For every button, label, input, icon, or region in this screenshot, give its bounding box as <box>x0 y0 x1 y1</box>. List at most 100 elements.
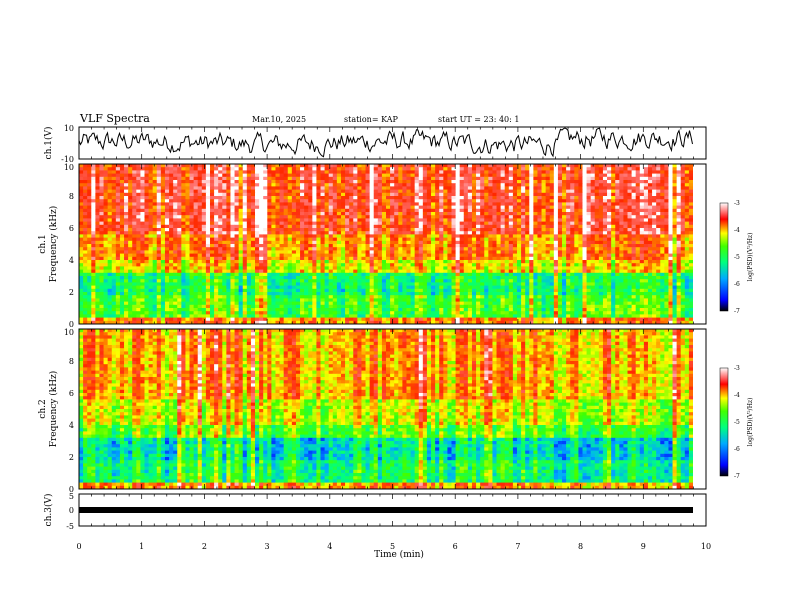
spectrogram-cell <box>111 212 117 216</box>
spectrogram-cell <box>205 231 211 235</box>
spectrogram-cell <box>582 208 587 213</box>
spectrogram-cell <box>541 183 547 187</box>
spectrogram-cell <box>345 186 350 190</box>
spectrogram-cell <box>557 173 563 178</box>
spectrogram-cell <box>349 253 354 258</box>
spectrogram-cell <box>598 173 604 178</box>
spectrogram-cell <box>312 221 317 226</box>
spectrogram-cell <box>615 244 620 248</box>
spectrogram-cell <box>181 231 186 235</box>
spectrogram-cell <box>590 196 596 200</box>
spectrogram-cell <box>349 263 354 267</box>
spectrogram-cell <box>533 164 538 168</box>
spectrogram-cell <box>529 192 534 197</box>
spectrogram-cell <box>250 231 256 235</box>
spectrogram-cell <box>455 173 461 178</box>
spectrogram-cell <box>516 183 522 187</box>
spectrogram-cell <box>369 189 375 194</box>
spectrogram-cell <box>500 234 506 238</box>
spectrogram-cell <box>87 218 92 222</box>
spectrogram-cell <box>205 218 211 222</box>
spectrogram-cell <box>541 164 547 168</box>
spectrogram-cell <box>340 256 346 261</box>
spectrogram-cell <box>615 167 620 171</box>
spectrogram-cell <box>103 208 109 213</box>
spectrogram-cell <box>373 183 379 187</box>
spectrogram-cell <box>365 256 371 261</box>
spectrogram-cell <box>627 231 632 235</box>
spectrogram-cell <box>594 256 600 261</box>
spectrogram-cell <box>181 202 186 206</box>
spectrogram-cell <box>369 250 375 254</box>
spectrogram-cell <box>529 224 534 229</box>
spectrogram-cell <box>140 164 145 168</box>
spectrogram-cell <box>410 170 416 174</box>
spectrogram-cell <box>295 253 301 258</box>
spectrogram-cell <box>218 237 223 242</box>
spectrogram-cell <box>521 231 526 235</box>
spectrogram-cell <box>287 176 293 181</box>
spectrogram-cell <box>230 231 235 235</box>
spectrogram-cell <box>345 180 350 184</box>
spectrogram-cell <box>83 173 88 178</box>
spectrogram-cell <box>688 237 694 242</box>
spectrogram-cell <box>99 180 104 184</box>
spectrogram-cell <box>255 234 260 238</box>
spectrogram-cell <box>111 164 117 168</box>
spectrogram-cell <box>562 199 567 203</box>
spectrogram-cell <box>300 189 305 194</box>
spectrogram-cell <box>602 170 608 174</box>
spectrogram-cell <box>205 199 211 203</box>
spectrogram-cell <box>361 176 366 181</box>
spectrogram-cell <box>680 189 686 194</box>
spectrogram-cell <box>488 221 493 226</box>
spectrogram-cell <box>197 164 203 168</box>
spectrogram-cell <box>308 173 313 178</box>
spectrogram-cell <box>222 266 227 270</box>
spectrogram-cell <box>349 224 354 229</box>
spectrogram-cell <box>496 224 502 229</box>
spectrogram-cell <box>586 208 592 213</box>
spectrogram-cell <box>529 231 534 235</box>
spectrogram-cell <box>406 263 411 267</box>
spectrogram-cell <box>586 173 592 178</box>
spectrogram-cell <box>148 269 154 274</box>
spectrogram-cell <box>218 170 223 174</box>
spectrogram-cell <box>451 263 456 267</box>
spectrogram-cell <box>615 256 620 261</box>
spectrogram-cell <box>476 202 481 206</box>
spectrogram-cell <box>529 266 534 270</box>
spectrogram-cell <box>557 231 563 235</box>
spectrogram-cell <box>656 199 661 203</box>
spectrogram-cell <box>447 180 452 184</box>
spectrogram-cell <box>119 173 125 178</box>
spectrogram-cell <box>484 234 489 238</box>
spectrogram-cell <box>287 215 293 219</box>
spectrogram-cell <box>201 170 207 174</box>
spectrogram-cell <box>660 215 665 219</box>
spectrogram-cell <box>250 170 256 174</box>
spectrogram-cell <box>381 218 387 222</box>
spectrogram-cell <box>275 212 280 216</box>
spectrogram-cell <box>226 218 231 222</box>
spectrogram-cell <box>451 196 456 200</box>
spectrogram-cell <box>463 218 469 222</box>
spectrogram-cell <box>431 183 436 187</box>
spectrogram-cell <box>619 180 624 184</box>
spectrogram-cell <box>676 212 682 216</box>
spectrogram-cell <box>549 173 555 178</box>
spectrogram-cell <box>549 218 555 222</box>
spectrogram-cell <box>439 266 444 270</box>
spectrogram-cell <box>300 186 305 190</box>
spectrogram-cell <box>537 202 542 206</box>
spectrogram-cell <box>234 196 240 200</box>
spectrogram-cell <box>545 228 551 232</box>
spectrogram-cell <box>177 269 182 274</box>
spectrogram-cell <box>148 244 154 248</box>
spectrogram-cell <box>680 250 686 254</box>
spectrogram-cell <box>222 205 227 210</box>
spectrogram-cell <box>304 164 309 168</box>
spectrogram-cell <box>562 186 567 190</box>
spectrogram-cell <box>177 173 182 178</box>
spectrogram-cell <box>611 180 616 184</box>
